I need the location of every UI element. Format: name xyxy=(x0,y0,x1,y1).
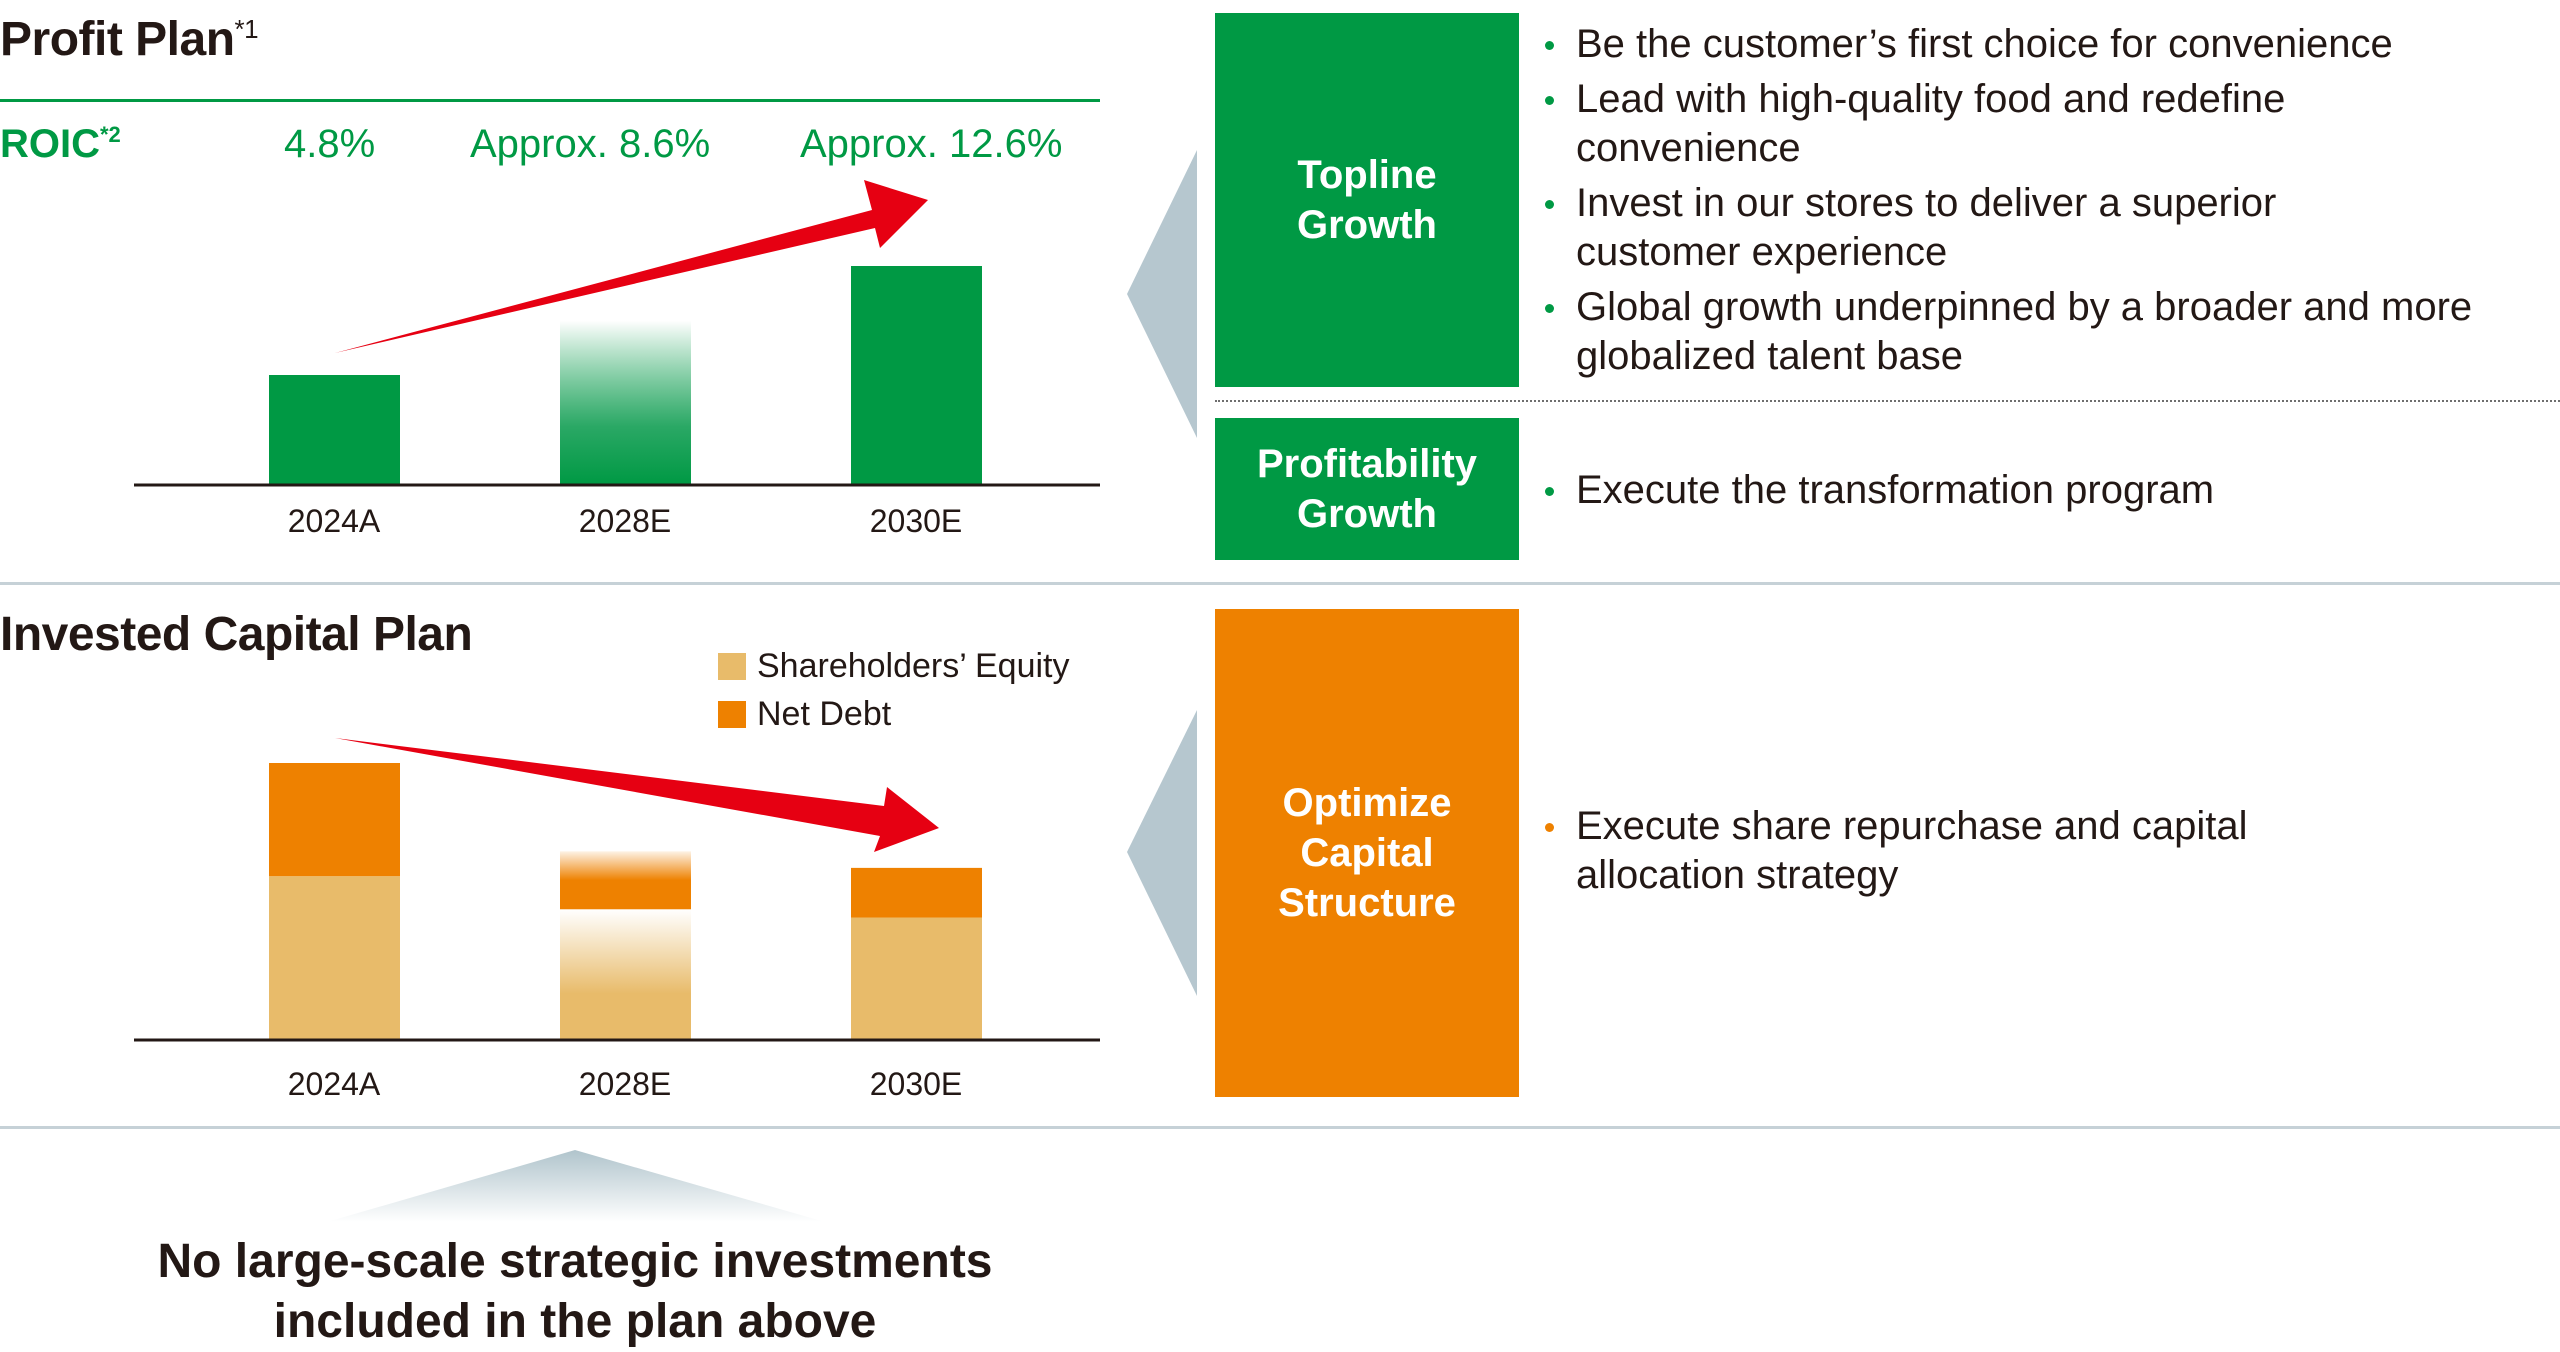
footnote-marker: *2 xyxy=(100,122,121,147)
box-label: Growth xyxy=(1297,492,1437,536)
profit-bar-2024A xyxy=(269,375,400,484)
footer-line: No large-scale strategic investments xyxy=(157,1235,993,1288)
roic-label: ROIC*2 xyxy=(0,122,121,167)
roic-label-text: ROIC xyxy=(0,122,100,166)
bullet-dot-icon xyxy=(1545,487,1554,496)
topline-growth-box: Topline Growth xyxy=(1215,13,1519,387)
bullet-text: Global growth underpinned by a broader a… xyxy=(1576,285,2473,378)
bullet-text: Execute share repurchase and capital all… xyxy=(1576,804,2248,897)
bullet-dot-icon xyxy=(1545,200,1554,209)
bullet-text: Execute the transformation program xyxy=(1576,468,2215,512)
bullet-item: Be the customer’s first choice for conve… xyxy=(1545,20,2545,69)
footnote-marker: *1 xyxy=(234,14,259,44)
bullet-item: Execute share repurchase and capital all… xyxy=(1545,802,2545,900)
x-tick-label: 2028E xyxy=(578,1066,672,1102)
net-debt-bar-2024A xyxy=(269,763,400,877)
legend-item-equity: Shareholders’ Equity xyxy=(718,642,1069,690)
legend-item-net-debt: Net Debt xyxy=(718,690,1069,738)
profit-bar-2030E xyxy=(851,266,982,484)
equity-bar-2030E xyxy=(851,917,982,1039)
profit-bars xyxy=(269,266,982,484)
roic-value-2030e: Approx. 12.6% xyxy=(800,122,1063,166)
footer-line: included in the plan above xyxy=(273,1295,877,1348)
x-tick-label: 2030E xyxy=(869,1066,963,1102)
profit-plan-title-text: Profit Plan xyxy=(0,13,235,66)
x-tick-label: 2028E xyxy=(578,503,672,539)
legend: Shareholders’ Equity Net Debt xyxy=(718,642,1069,738)
bullet-text: Be the customer’s first choice for conve… xyxy=(1576,22,2393,66)
net-debt-bar-2028E xyxy=(560,851,691,910)
profitability-growth-box: Profitability Growth xyxy=(1215,418,1519,560)
charts-svg xyxy=(134,180,1100,1222)
bullet-text: Invest in our stores to deliver a superi… xyxy=(1576,181,2277,274)
box-label: Growth xyxy=(1297,203,1437,247)
section-divider xyxy=(0,582,2560,585)
growth-arrow-icon xyxy=(335,180,928,353)
invested-capital-title: Invested Capital Plan xyxy=(0,608,473,661)
box-label: Optimize xyxy=(1282,781,1452,825)
section-divider xyxy=(0,1126,2560,1129)
left-pointer-icon xyxy=(1127,710,1197,996)
capital-bars xyxy=(269,763,982,1039)
box-label: Capital xyxy=(1300,831,1434,875)
roic-value-2024a: 4.8% xyxy=(284,122,376,166)
box-label: Profitability xyxy=(1256,442,1478,486)
legend-swatch xyxy=(718,700,746,728)
left-pointer-icon xyxy=(1127,150,1197,438)
decline-arrow-icon xyxy=(335,738,939,852)
roic-value-2028e: Approx. 8.6% xyxy=(470,122,711,166)
legend-label: Shareholders’ Equity xyxy=(757,646,1070,685)
legend-label: Net Debt xyxy=(757,694,892,733)
bullet-dot-icon xyxy=(1545,41,1554,50)
x-tick-label: 2030E xyxy=(869,503,963,539)
bullet-dot-icon xyxy=(1545,304,1554,313)
box-label: Structure xyxy=(1278,881,1456,925)
bullet-item: Execute the transformation program xyxy=(1545,466,2545,515)
optimize-capital-box: Optimize Capital Structure xyxy=(1215,609,1519,1097)
profit-bar-2028E xyxy=(560,320,691,484)
green-divider xyxy=(0,99,1100,102)
profitability-bullets: Execute the transformation program xyxy=(1545,466,2545,521)
bullet-item: Global growth underpinned by a broader a… xyxy=(1545,283,2545,381)
bullet-dot-icon xyxy=(1545,96,1554,105)
bullet-item: Lead with high-quality food and redefine… xyxy=(1545,75,2545,173)
footer-note: No large-scale strategic investments inc… xyxy=(0,1232,1150,1352)
x-tick-label: 2024A xyxy=(287,503,381,539)
capital-bullets: Execute share repurchase and capital all… xyxy=(1545,802,2545,906)
bullet-text: Lead with high-quality food and redefine… xyxy=(1576,77,2286,170)
topline-bullets: Be the customer’s first choice for conve… xyxy=(1545,20,2545,387)
dotted-divider xyxy=(1215,400,2560,402)
legend-swatch xyxy=(718,652,746,680)
equity-bar-2024A xyxy=(269,876,400,1039)
x-tick-label: 2024A xyxy=(287,1066,381,1102)
up-pointer-icon xyxy=(327,1150,825,1222)
equity-bar-2028E xyxy=(560,909,691,1039)
net-debt-bar-2030E xyxy=(851,867,982,918)
pointers-svg xyxy=(1127,150,1197,996)
bullet-item: Invest in our stores to deliver a superi… xyxy=(1545,179,2545,277)
box-label: Topline xyxy=(1297,153,1437,197)
profit-plan-title: Profit Plan*1 xyxy=(0,12,259,67)
bullet-dot-icon xyxy=(1545,823,1554,832)
